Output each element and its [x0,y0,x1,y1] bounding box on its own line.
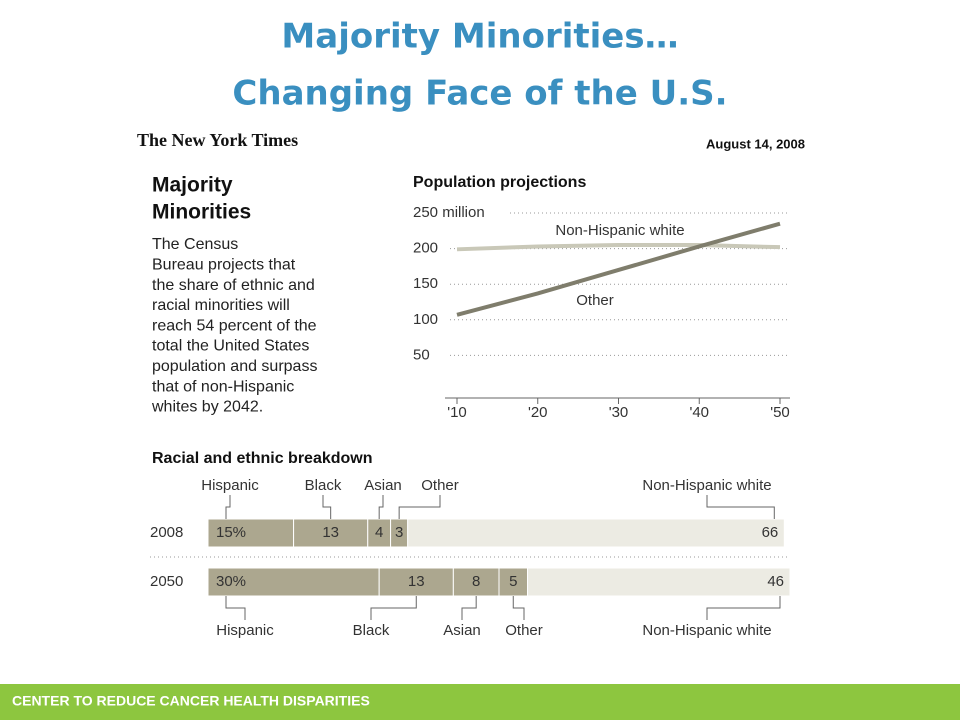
leader-line [378,495,384,519]
body-line: the share of ethnic and [152,277,315,294]
legend-label: Other [421,477,459,494]
slide-title: Majority Minorities… [281,17,678,57]
x-tick-label: '10 [447,404,467,421]
leader-line [461,596,477,620]
headline: Minorities [152,201,251,224]
legend-label: Black [353,622,390,639]
body-line: whites by 2042. [151,399,263,416]
x-tick-label: '20 [528,404,548,421]
value-label: 8 [472,573,480,590]
legend-label: Black [305,477,342,494]
legend-label: Non-Hispanic white [642,477,771,494]
chart-title: Racial and ethnic breakdown [152,450,373,467]
category-label: 2008 [150,524,183,541]
leader-line [225,596,246,620]
leader-line [322,495,332,519]
legend-label: Asian [364,477,402,494]
value-label: 46 [767,573,784,590]
body-line: population and surpass [152,358,317,375]
value-label: 15% [216,524,246,541]
legend-label: Other [505,622,543,639]
body-line: racial minorities will [152,297,290,314]
value-label: 13 [408,573,425,590]
body-line: reach 54 percent of the [152,317,317,334]
body-text: The Census Bureau projects that the share … [151,236,317,415]
masthead: The New York Times [137,130,298,150]
y-tick-label: 250 million [413,204,485,221]
body-line: Bureau projects that [152,257,296,274]
value-label: 4 [375,524,383,541]
bar-segment [207,567,380,597]
y-tick-label: 200 [413,240,438,257]
leader-line [512,596,525,620]
value-label: 30% [216,573,246,590]
x-tick-label: '50 [770,404,790,421]
value-label: 13 [322,524,339,541]
legend-label: Hispanic [201,477,259,494]
body-line: that of non-Hispanic [152,378,294,395]
date: August 14, 2008 [706,136,805,151]
leader-line [706,495,775,519]
value-label: 3 [395,524,403,541]
legend-label: Hispanic [216,622,274,639]
legend-label: Non-Hispanic white [642,622,771,639]
chart-title: Population projections [413,174,586,191]
value-label: 66 [762,524,779,541]
leader-line [706,596,781,620]
bar-segment [207,518,295,548]
footer: CENTER TO REDUCE CANCER HEALTH DISPARITI… [12,693,370,709]
value-label: 5 [509,573,517,590]
line-series [456,221,781,317]
x-tick-label: '40 [689,404,709,421]
leader-line [398,495,441,519]
slide-title: Changing Face of the U.S. [232,74,727,114]
body-line: The Census [152,236,238,253]
bar-segment [407,518,785,548]
series-label: Other [576,292,614,309]
y-tick-label: 50 [413,346,430,363]
x-tick-label: '30 [609,404,629,421]
y-tick-label: 100 [413,311,438,328]
category-label: 2050 [150,573,183,590]
leader-line [225,495,231,519]
leader-line [370,596,417,620]
legend-label: Asian [443,622,481,639]
y-tick-label: 150 [413,275,438,292]
bar-segment [498,567,529,597]
headline: Majority [152,174,233,197]
body-line: total the United States [152,338,309,355]
line-series [456,243,781,252]
series-label: Non-Hispanic white [555,222,684,239]
footer-bar [0,684,960,720]
bar-segment [527,567,791,597]
